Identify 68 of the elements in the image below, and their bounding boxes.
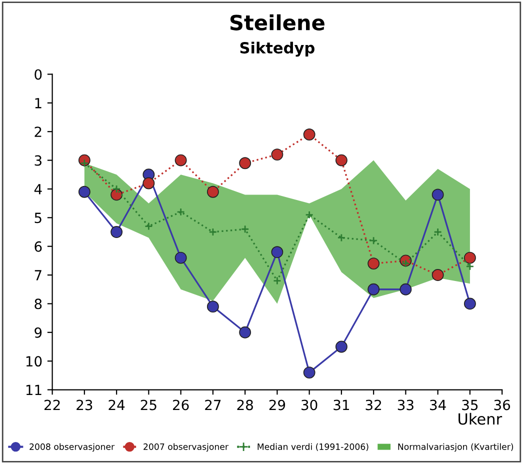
point <box>434 228 442 236</box>
point <box>174 252 187 264</box>
x-tick-label: 24 <box>108 400 125 410</box>
x-tick-label: 27 <box>205 400 221 410</box>
point <box>432 188 444 201</box>
point <box>239 157 252 170</box>
point <box>368 283 380 296</box>
x-tick-label: 23 <box>76 400 92 410</box>
y-tick-label: 5 <box>34 212 42 224</box>
point <box>239 326 252 338</box>
x-tick-label: 30 <box>302 400 318 410</box>
y-tick-label: 11 <box>26 384 42 396</box>
point <box>466 262 474 271</box>
y-tick-label: 4 <box>34 184 42 194</box>
point <box>303 366 316 379</box>
point <box>273 276 282 285</box>
y-tick-label: 6 <box>34 241 42 252</box>
point <box>271 246 284 258</box>
y-tick-label: 0 <box>34 69 42 80</box>
point <box>208 228 218 236</box>
point <box>144 222 153 230</box>
x-tick-label: 25 <box>140 400 156 410</box>
legend-label: Median verdi (1991-2006) <box>258 443 368 451</box>
y-tick-label: 10 <box>26 356 42 367</box>
x-tick-label: 34 <box>430 400 446 410</box>
point <box>112 184 121 194</box>
point <box>206 186 219 198</box>
point <box>464 252 476 264</box>
x-tick-label: 32 <box>366 400 382 410</box>
x-tick-label: 28 <box>237 400 253 410</box>
point <box>142 177 155 190</box>
chart-subtitle: Siktedyp <box>240 42 314 57</box>
x-tick-label: 35 <box>462 400 478 410</box>
y-tick-label: 3 <box>34 155 42 166</box>
point <box>335 340 348 353</box>
x-tick-label: 31 <box>334 400 349 410</box>
y-tick-label: 9 <box>34 327 42 338</box>
point <box>305 210 314 219</box>
y-tick-label: 7 <box>34 270 42 280</box>
legend-label: Normalvariasjon (Kvartiler) <box>398 443 514 452</box>
y-tick-label: 1 <box>35 98 42 108</box>
point <box>206 300 219 313</box>
point <box>271 148 284 161</box>
x-tick-label: 26 <box>172 400 189 410</box>
point <box>303 128 316 140</box>
point <box>240 224 250 234</box>
x-tick-label: 22 <box>44 400 60 410</box>
point <box>335 154 348 166</box>
y-tick-label: 8 <box>34 298 42 310</box>
point <box>110 188 123 201</box>
x-tick-label: 29 <box>269 400 286 410</box>
x-tick-label: 36 <box>494 400 510 410</box>
legend-label: 2008 observasjoner <box>30 443 115 452</box>
point <box>368 258 380 270</box>
point <box>174 154 187 166</box>
point <box>400 283 412 296</box>
point <box>176 208 185 216</box>
x-axis-title: Ukenr <box>458 412 502 425</box>
legend-label: 2007 observasjoner <box>144 443 228 452</box>
point <box>432 269 444 281</box>
point <box>464 298 476 310</box>
point <box>78 186 90 198</box>
point <box>369 236 378 245</box>
point <box>337 234 346 242</box>
y-tick-label: 2 <box>34 126 42 137</box>
chart-title: Steilene <box>230 14 324 30</box>
point <box>110 226 123 238</box>
x-tick-label: 33 <box>398 400 414 410</box>
